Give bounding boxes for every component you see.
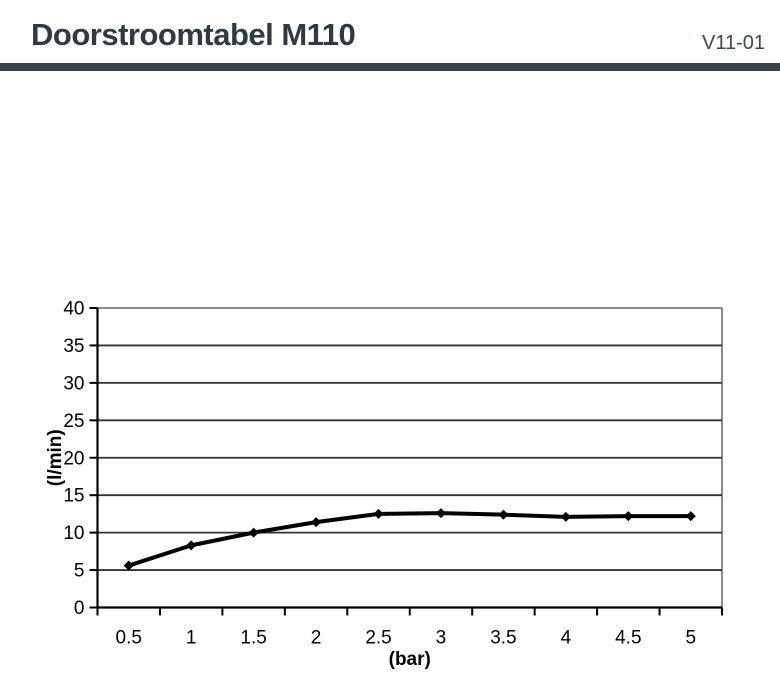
data-point-marker	[186, 540, 197, 551]
page-header: Doorstroomtabel M110 V11-01	[0, 0, 780, 63]
data-point-marker	[560, 511, 571, 522]
data-point-marker	[123, 560, 134, 571]
header-divider	[0, 63, 780, 71]
x-tick-label: 3.5	[490, 628, 516, 649]
data-point-marker	[685, 511, 696, 522]
x-tick-label: 4	[561, 628, 572, 649]
y-tick-label: 15	[63, 486, 84, 507]
x-tick-label: 2.5	[365, 628, 391, 649]
y-tick-label: 35	[63, 336, 84, 357]
version-label: V11-01	[701, 32, 765, 54]
series-line	[126, 511, 693, 568]
data-point-marker	[311, 517, 322, 528]
data-point-marker	[248, 527, 259, 538]
x-tick-label: 2	[311, 628, 322, 649]
x-tick-label: 5	[685, 628, 696, 649]
y-tick-label: 20	[63, 448, 84, 469]
x-tick-label: 1.5	[240, 628, 266, 649]
y-axis-title: (l/min)	[45, 429, 66, 486]
x-axis-title: (bar)	[389, 649, 431, 670]
x-tick-label: 4.5	[615, 628, 641, 649]
y-tick-label: 25	[63, 411, 84, 432]
data-point-marker	[435, 508, 446, 519]
data-point-marker	[498, 509, 509, 520]
y-tick-label: 30	[63, 373, 84, 394]
page-title: Doorstroomtabel M110	[31, 17, 356, 52]
y-tick-label: 40	[63, 299, 84, 320]
data-point-marker	[623, 511, 634, 522]
y-tick-label: 10	[63, 523, 84, 544]
y-tick-label: 0	[74, 598, 85, 619]
x-tick-label: 1	[186, 628, 197, 649]
data-point-marker	[373, 508, 384, 519]
x-tick-label: 0.5	[116, 628, 142, 649]
y-tick-label: 5	[74, 561, 85, 582]
x-tick-label: 3	[436, 628, 447, 649]
